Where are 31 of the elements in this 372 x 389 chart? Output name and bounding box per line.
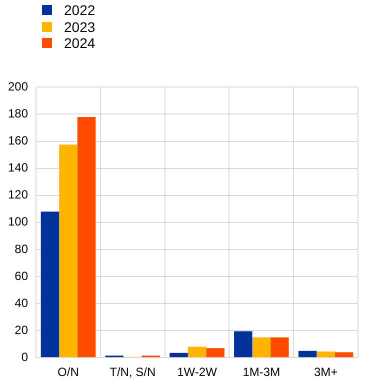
- bar: [234, 331, 252, 358]
- bar: [188, 346, 206, 358]
- y-tick-label: 140: [8, 160, 28, 175]
- bar: [59, 144, 78, 358]
- y-tick-label: 80: [14, 242, 28, 256]
- bar: [334, 352, 354, 358]
- y-tick-label: 60: [14, 268, 28, 283]
- x-tick-label: 3M+: [314, 365, 338, 380]
- x-tick-label: 1W-2W: [177, 365, 218, 380]
- y-tick-label: 40: [14, 296, 28, 310]
- y-tick-label: 20: [14, 322, 28, 337]
- x-tick-label: 1M-3M: [242, 365, 280, 380]
- y-tick-label: 120: [8, 188, 28, 202]
- legend-label: 2024: [64, 35, 96, 52]
- bar: [252, 337, 271, 358]
- x-tick-label: T/N, S/N: [110, 365, 156, 380]
- bar: [77, 116, 96, 358]
- x-tick-label: O/N: [58, 365, 79, 380]
- bar: [40, 212, 60, 358]
- legend-label: 2022: [64, 2, 96, 18]
- legend-label: 2023: [64, 18, 96, 35]
- bar: [316, 352, 335, 358]
- bar: [270, 337, 289, 358]
- y-tick-label: 180: [8, 106, 28, 121]
- bar: [206, 348, 224, 358]
- y-tick-label: 200: [8, 80, 28, 94]
- y-tick-label: 0: [21, 350, 28, 364]
- bar: [298, 350, 317, 358]
- y-tick-label: 100: [8, 214, 28, 229]
- bar: [170, 352, 188, 358]
- y-tick-label: 160: [8, 134, 28, 148]
